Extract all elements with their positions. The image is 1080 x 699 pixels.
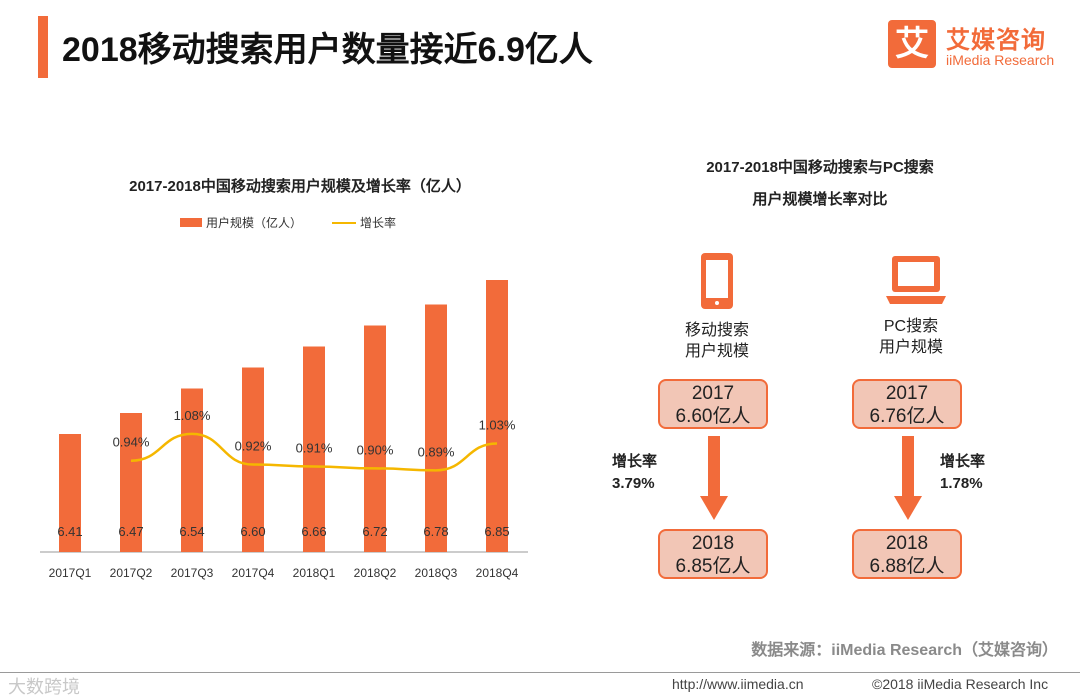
pc-2018-box: 2018 6.88亿人 — [852, 529, 962, 579]
mobile-2017-value: 6.60亿人 — [675, 406, 751, 427]
bar-value-label: 6.41 — [57, 524, 82, 539]
growth-rate-label: 1.03% — [479, 417, 516, 432]
logo-mark: 艾 — [888, 20, 936, 68]
growth-rate-label: 1.08% — [174, 408, 211, 423]
x-tick-label: 2017Q3 — [171, 566, 214, 580]
mobile-growth-label: 增长率 — [612, 453, 658, 470]
bar-2018Q1 — [303, 346, 325, 552]
footer-divider — [0, 672, 1080, 673]
pc-growth-label: 增长率 — [940, 453, 986, 470]
x-tick-label: 2017Q2 — [110, 566, 153, 580]
iimedia-logo: 艾 艾媒咨询 iiMedia Research — [888, 18, 1058, 72]
legend-bar-swatch — [180, 218, 202, 227]
mobile-2017-box: 2017 6.60亿人 — [658, 379, 768, 429]
mobile-label-line2: 用户规模 — [684, 343, 749, 360]
bar-2017Q2 — [120, 413, 142, 552]
growth-rate-label: 0.89% — [418, 444, 455, 459]
mobile-2017-year: 2017 — [691, 383, 735, 404]
bar-value-label: 6.72 — [362, 524, 387, 539]
growth-rate-label: 0.91% — [296, 440, 333, 455]
pc-2018-value: 6.88亿人 — [869, 556, 945, 577]
comparison-title-line1: 2017-2018中国移动搜索与PC搜索 — [706, 159, 934, 176]
title-accent-bar — [38, 16, 48, 78]
bar-2018Q4 — [486, 280, 508, 552]
pc-down-arrow-icon — [894, 436, 922, 520]
pc-2017-box: 2017 6.76亿人 — [852, 379, 962, 429]
legend-line-swatch — [332, 221, 357, 224]
growth-rate-label: 0.94% — [113, 435, 150, 450]
bar-value-label: 6.54 — [179, 524, 204, 539]
mobile-down-arrow-icon — [700, 436, 728, 520]
bar-value-label: 6.78 — [423, 524, 448, 539]
mobile-label-line1: 移动搜索 — [684, 322, 749, 339]
pc-2018-year: 2018 — [885, 533, 929, 554]
mobile-2018-value: 6.85亿人 — [675, 556, 751, 577]
comparison-title-line2: 用户规模增长率对比 — [752, 191, 888, 208]
mobile-2018-box: 2018 6.85亿人 — [658, 529, 768, 579]
x-tick-label: 2018Q4 — [476, 566, 519, 580]
bar-value-label: 6.60 — [240, 524, 265, 539]
chart-title: 2017-2018中国移动搜索用户规模及增长率（亿人） — [129, 178, 471, 195]
mobile-2018-year: 2018 — [691, 533, 735, 554]
growth-rate-label: 0.92% — [235, 439, 272, 454]
bar-2017Q3 — [181, 388, 203, 552]
logo-name-cn: 艾媒咨询 — [946, 27, 1046, 54]
x-tick-label: 2018Q2 — [354, 566, 397, 580]
watermark-text: 大数跨境 — [8, 677, 80, 697]
legend-bar-label: 用户规模（亿人） — [206, 216, 303, 230]
page-title: 2018移动搜索用户数量接近6.9亿人 — [62, 31, 593, 69]
growth-rate-line — [130, 432, 498, 472]
logo-name-en: iiMedia Research — [946, 52, 1055, 68]
bar-value-label: 6.66 — [301, 524, 326, 539]
smartphone-icon — [701, 253, 733, 309]
footer-url: http://www.iimedia.cn — [672, 676, 804, 692]
mobile-growth-value: 3.79% — [612, 475, 655, 492]
bar-line-chart: 6.41 2017Q1 6.47 2017Q2 6.54 2017Q3 6.60 2017Q4… — [40, 280, 528, 580]
bar-value-label: 6.85 — [484, 524, 509, 539]
data-source: 数据来源：iiMedia Research（艾媒咨询） — [751, 642, 1058, 659]
pc-growth-value: 1.78% — [940, 475, 983, 492]
x-tick-label: 2017Q4 — [232, 566, 275, 580]
x-tick-label: 2018Q3 — [415, 566, 458, 580]
bar-2017Q1 — [59, 434, 81, 552]
bar-2018Q2 — [364, 325, 386, 552]
growth-rate-label: 0.90% — [357, 442, 394, 457]
pc-label-line1: PC搜索 — [883, 318, 939, 335]
bar-value-label: 6.47 — [118, 524, 143, 539]
footer-copyright: ©2018 iiMedia Research Inc — [872, 676, 1049, 692]
chart-legend: 用户规模（亿人） 增长率 — [180, 214, 396, 231]
pc-2017-value: 6.76亿人 — [869, 406, 945, 427]
pc-label-line2: 用户规模 — [878, 339, 943, 356]
x-tick-label: 2017Q1 — [49, 566, 92, 580]
pc-2017-year: 2017 — [885, 383, 929, 404]
laptop-icon — [886, 256, 946, 304]
legend-line-label: 增长率 — [360, 216, 397, 230]
x-tick-label: 2018Q1 — [293, 566, 336, 580]
bar-2018Q3 — [425, 304, 447, 552]
bar-2017Q4 — [242, 367, 264, 552]
